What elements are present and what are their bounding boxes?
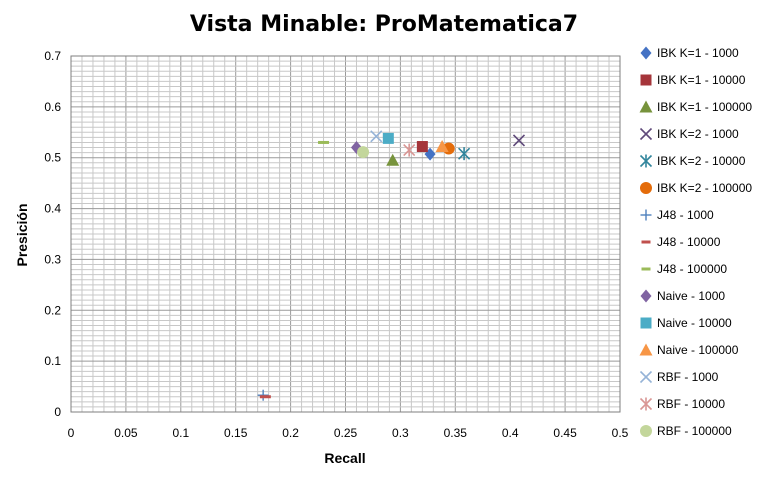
- y-tick-label: 0.3: [44, 252, 61, 266]
- y-axis-label: Presición: [14, 203, 30, 266]
- x-tick-label: 0.3: [392, 426, 409, 440]
- point-ibk-k-1-10000: [416, 141, 428, 153]
- y-axis-ticks: 0 0.1 0.2 0.3 0.4 0.5 0.6 0.7: [44, 49, 61, 419]
- point-ibk-k-2-1000: [512, 134, 526, 147]
- legend-marker-rbf-10000: [639, 397, 653, 411]
- y-tick-label: 0.7: [44, 49, 61, 63]
- legend-label-j48-10000: J48 - 10000: [657, 235, 721, 249]
- y-tick-label: 0.5: [44, 151, 61, 165]
- legend-marker-j48-10000: [641, 240, 651, 244]
- legend-label-rbf-1000: RBF - 1000: [657, 370, 719, 384]
- legend-marker-rbf-1000: [639, 370, 653, 384]
- data-points: [257, 130, 526, 401]
- legend-marker-naive-1000: [640, 289, 652, 303]
- x-tick-label: 0.5: [612, 426, 629, 440]
- legend-marker-ibk-k-2-100000: [640, 182, 652, 194]
- x-axis-label: Recall: [324, 450, 365, 466]
- point-ibk-k-1-100000: [386, 153, 400, 166]
- y-tick-label: 0.2: [44, 303, 61, 317]
- point-j48-1000: [257, 389, 269, 401]
- legend-marker-naive-10000: [640, 317, 652, 329]
- gridlines: [70, 55, 621, 413]
- point-naive-100000: [435, 140, 449, 153]
- legend-marker-naive-100000: [639, 343, 653, 356]
- legend-label-ibk-k-1-100000: IBK K=1 - 100000: [657, 100, 752, 114]
- x-tick-label: 0.25: [334, 426, 358, 440]
- legend-marker-ibk-k-1-10000: [640, 74, 652, 86]
- legend-label-ibk-k-2-100000: IBK K=2 - 100000: [657, 181, 752, 195]
- point-j48-100000: [318, 140, 330, 144]
- legend: IBK K=1 - 1000 IBK K=1 - 10000 IBK K=1 - 1…: [639, 46, 752, 438]
- legend-label-naive-1000: Naive - 1000: [657, 289, 725, 303]
- point-naive-10000: [382, 132, 394, 144]
- legend-label-ibk-k-1-1000: IBK K=1 - 1000: [657, 46, 739, 60]
- y-tick-label: 0.1: [44, 354, 61, 368]
- legend-label-ibk-k-1-10000: IBK K=1 - 10000: [657, 73, 746, 87]
- legend-marker-j48-100000: [641, 267, 651, 271]
- x-tick-label: 0.15: [224, 426, 248, 440]
- legend-label-j48-100000: J48 - 100000: [657, 262, 727, 276]
- y-tick-label: 0.4: [44, 202, 61, 216]
- legend-label-rbf-10000: RBF - 10000: [657, 397, 725, 411]
- legend-label-ibk-k-2-1000: IBK K=2 - 1000: [657, 127, 739, 141]
- y-tick-label: 0.6: [44, 100, 61, 114]
- point-rbf-100000: [357, 146, 370, 159]
- point-j48-10000: [259, 395, 271, 399]
- plot-area: [70, 55, 621, 413]
- x-tick-label: 0.1: [172, 426, 189, 440]
- point-ibk-k-2-10000: [458, 147, 471, 161]
- legend-marker-ibk-k-1-1000: [640, 46, 652, 60]
- chart-title: Vista Minable: ProMatematica7: [190, 12, 578, 37]
- legend-marker-ibk-k-1-100000: [639, 100, 653, 113]
- x-tick-label: 0.35: [444, 426, 468, 440]
- x-tick-label: 0.45: [553, 426, 577, 440]
- legend-marker-j48-1000: [640, 209, 652, 221]
- x-axis-ticks: 0 0.05 0.1 0.15 0.2 0.25 0.3 0.35 0.4 0.45 0.5: [68, 426, 629, 440]
- point-rbf-1000: [370, 130, 383, 143]
- legend-marker-rbf-100000: [640, 425, 652, 437]
- legend-label-naive-10000: Naive - 10000: [657, 316, 732, 330]
- legend-label-j48-1000: J48 - 1000: [657, 208, 714, 222]
- legend-label-rbf-100000: RBF - 100000: [657, 424, 732, 438]
- y-tick-label: 0: [54, 405, 61, 419]
- x-tick-label: 0.05: [114, 426, 138, 440]
- x-tick-label: 0.2: [282, 426, 299, 440]
- legend-marker-ibk-k-2-1000: [639, 127, 653, 141]
- x-tick-label: 0: [68, 426, 75, 440]
- legend-label-ibk-k-2-10000: IBK K=2 - 10000: [657, 154, 746, 168]
- point-rbf-10000: [403, 143, 416, 157]
- legend-label-naive-100000: Naive - 100000: [657, 343, 739, 357]
- x-tick-label: 0.4: [502, 426, 519, 440]
- legend-marker-ibk-k-2-10000: [639, 154, 653, 168]
